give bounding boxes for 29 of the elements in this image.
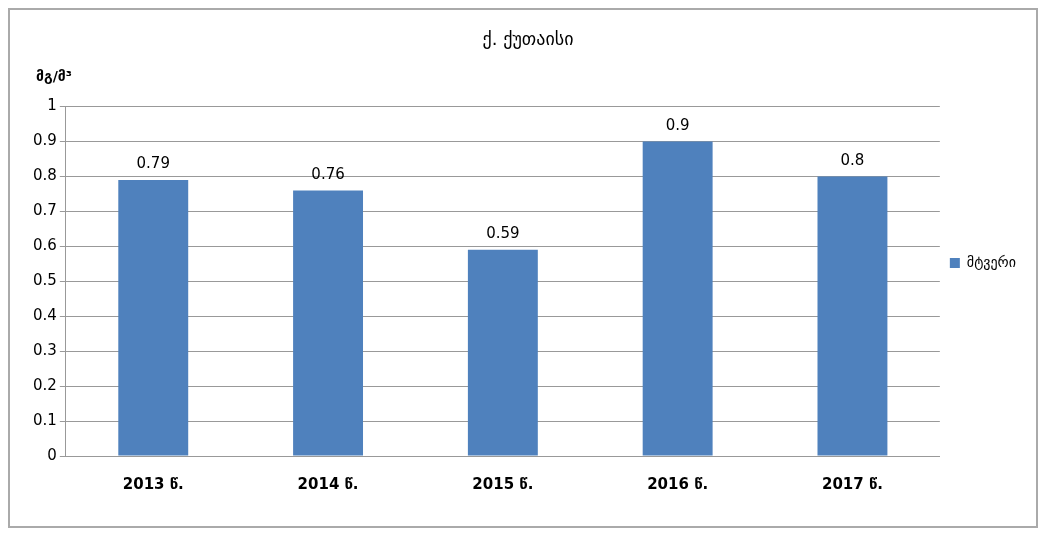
- legend-label: მტვერი: [966, 253, 1017, 270]
- x-tick-label: 2016 წ.: [647, 474, 709, 493]
- y-tick-label: 0.8: [33, 166, 57, 185]
- y-tick-label: 0.7: [33, 201, 57, 220]
- y-tick-label: 0.5: [33, 271, 57, 290]
- data-label: 0.59: [486, 224, 520, 243]
- bar: [817, 176, 888, 456]
- bar: [118, 179, 189, 456]
- bar: [467, 249, 538, 456]
- data-label: 0.76: [311, 164, 345, 183]
- y-tick-label: 1: [47, 96, 57, 115]
- y-tick-label: 0.9: [33, 131, 57, 150]
- data-label: 0.79: [136, 154, 170, 173]
- bar: [642, 141, 713, 456]
- x-tick-label: 2014 წ.: [297, 474, 359, 493]
- x-tick-label: 2015 წ.: [472, 474, 534, 493]
- y-tick-label: 0: [47, 445, 57, 464]
- x-tick-label: 2013 წ.: [122, 474, 184, 493]
- y-axis-title: მგ/მ³: [36, 68, 72, 85]
- y-tick-label: 0.3: [33, 341, 57, 360]
- y-tick-label: 0.6: [33, 236, 57, 255]
- y-tick-label: 0.4: [33, 306, 57, 325]
- x-tick-label: 2017 წ.: [821, 474, 883, 493]
- data-label: 0.9: [665, 115, 690, 134]
- bar: [293, 190, 364, 456]
- y-tick-label: 0.1: [33, 410, 57, 429]
- data-label: 0.8: [840, 150, 865, 169]
- y-tick-label: 0.2: [33, 376, 57, 395]
- chart-title: ქ. ქუთაისი: [482, 28, 574, 50]
